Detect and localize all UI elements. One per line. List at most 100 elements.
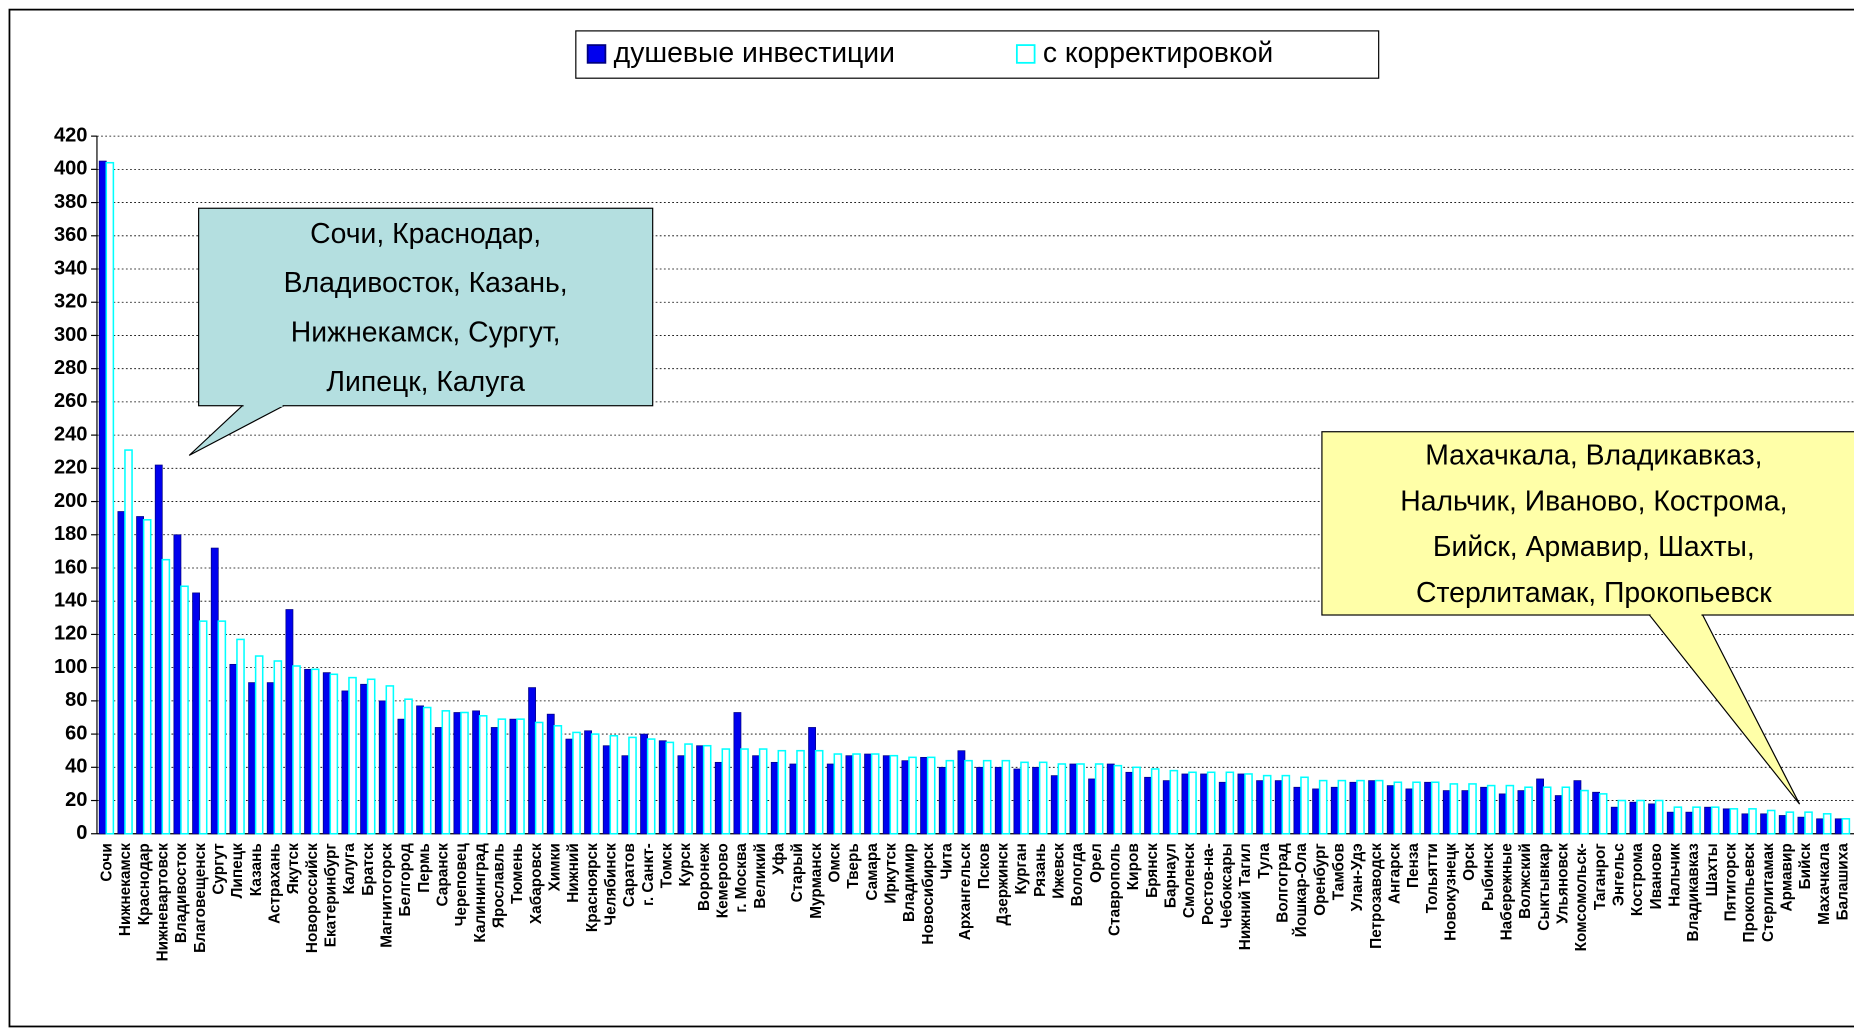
x-tick-label: Иваново (1648, 843, 1665, 909)
legend (575, 30, 1380, 79)
bar (826, 763, 835, 835)
bar (677, 755, 686, 835)
bar (497, 718, 507, 835)
bar (964, 759, 973, 835)
x-tick-label: Омск (827, 843, 844, 883)
x-tick-label: Калининград (472, 843, 489, 943)
callout-text: Махачкала, Владикавказ, (1425, 440, 1762, 472)
bar (752, 755, 760, 835)
legend-label: с корректировкой (1043, 37, 1273, 69)
bar (1013, 768, 1022, 835)
bar (1356, 779, 1365, 835)
x-tick-label: Чебоксары (1219, 843, 1236, 928)
bar (640, 733, 648, 835)
bar (920, 756, 928, 835)
x-tick-label: Чита (939, 843, 956, 880)
x-tick-label: Ярославль (491, 843, 508, 928)
bar (1237, 773, 1246, 835)
bar (378, 700, 387, 835)
bar (105, 161, 115, 835)
bar (852, 753, 861, 835)
bar (1412, 781, 1421, 835)
legend-label: душевые инвестиции (614, 37, 895, 69)
bar (1050, 775, 1059, 835)
x-tick-label: Орел (1088, 843, 1105, 883)
callout-box (198, 207, 654, 407)
bar (926, 756, 936, 835)
bar (1330, 786, 1339, 835)
y-tick-label: 240 (54, 423, 88, 445)
x-tick-label: Энгельс (1611, 843, 1628, 906)
bar (1816, 818, 1824, 835)
x-tick-label: Нижнекамск (117, 843, 134, 936)
bar (509, 718, 518, 835)
bar (385, 685, 395, 835)
bar (646, 738, 656, 835)
callout-text: Стерлитамак, Прокопьевск (1416, 577, 1772, 609)
bar (180, 585, 189, 835)
bar (360, 683, 368, 835)
bar (404, 698, 413, 835)
y-tick-label: 140 (54, 590, 88, 612)
x-tick-label: Нижневартовск (155, 843, 172, 962)
bar (1300, 776, 1309, 835)
x-tick-label: Дзержинск (995, 843, 1012, 926)
bar (845, 755, 854, 835)
x-tick-label: Самара (864, 843, 881, 901)
callout-text: Нижнекамск, Сургут, (291, 317, 561, 349)
bar (397, 718, 406, 835)
bar (609, 734, 619, 835)
bar (590, 733, 600, 835)
bar (154, 464, 163, 835)
x-tick-label: Тольятти (1424, 843, 1441, 913)
x-tick-label: Стерлитамак (1760, 843, 1777, 942)
x-tick-label: Ростов-на- (1200, 843, 1217, 925)
x-tick-label: Пенза (1405, 843, 1422, 888)
bar (1162, 780, 1171, 835)
bar (460, 711, 469, 835)
x-tick-label: Тула (1256, 843, 1273, 879)
x-tick-label: Саранск (435, 843, 452, 907)
x-tick-label: Уфа (771, 843, 788, 875)
bar (1729, 808, 1739, 835)
y-tick-label: 420 (54, 124, 88, 146)
bar (490, 727, 499, 835)
bar (1181, 773, 1190, 835)
bar (1218, 781, 1227, 835)
x-tick-label: Махачкала (1816, 843, 1833, 925)
bar (1592, 791, 1600, 835)
bar (1020, 761, 1029, 835)
bar (1778, 815, 1787, 835)
x-tick-label: Вологда (1069, 843, 1086, 907)
x-tick-label: Старый (789, 843, 806, 902)
bar (1374, 779, 1384, 835)
bar (441, 710, 451, 835)
y-tick-label: 280 (54, 357, 88, 379)
bar (1150, 768, 1160, 835)
bar (1088, 778, 1096, 835)
x-tick-label: Киров (1125, 843, 1142, 890)
bar (1038, 761, 1048, 835)
legend-swatch (586, 44, 607, 64)
bar (192, 592, 200, 835)
bar (1312, 788, 1320, 835)
x-tick-label: Мурманск (808, 843, 825, 919)
callout-text: Нальчик, Иваново, Кострома, (1400, 485, 1787, 517)
x-tick-label: Якутск (285, 843, 302, 894)
bar (740, 748, 749, 835)
x-tick-label: Нижний Тагил (1237, 843, 1254, 950)
bar (658, 740, 667, 835)
bar (1673, 806, 1683, 835)
bar (117, 511, 126, 835)
bar (1617, 799, 1627, 835)
x-tick-label: Тамбов (1331, 843, 1348, 900)
bar (982, 759, 992, 835)
y-tick-label: 300 (54, 324, 88, 346)
x-tick-label: Белгород (397, 843, 414, 916)
y-tick-label: 80 (65, 689, 87, 711)
x-tick-label: Химки (547, 843, 564, 891)
bar (833, 753, 843, 835)
bar (266, 682, 275, 835)
bar (1442, 790, 1451, 835)
bar (1106, 763, 1115, 835)
